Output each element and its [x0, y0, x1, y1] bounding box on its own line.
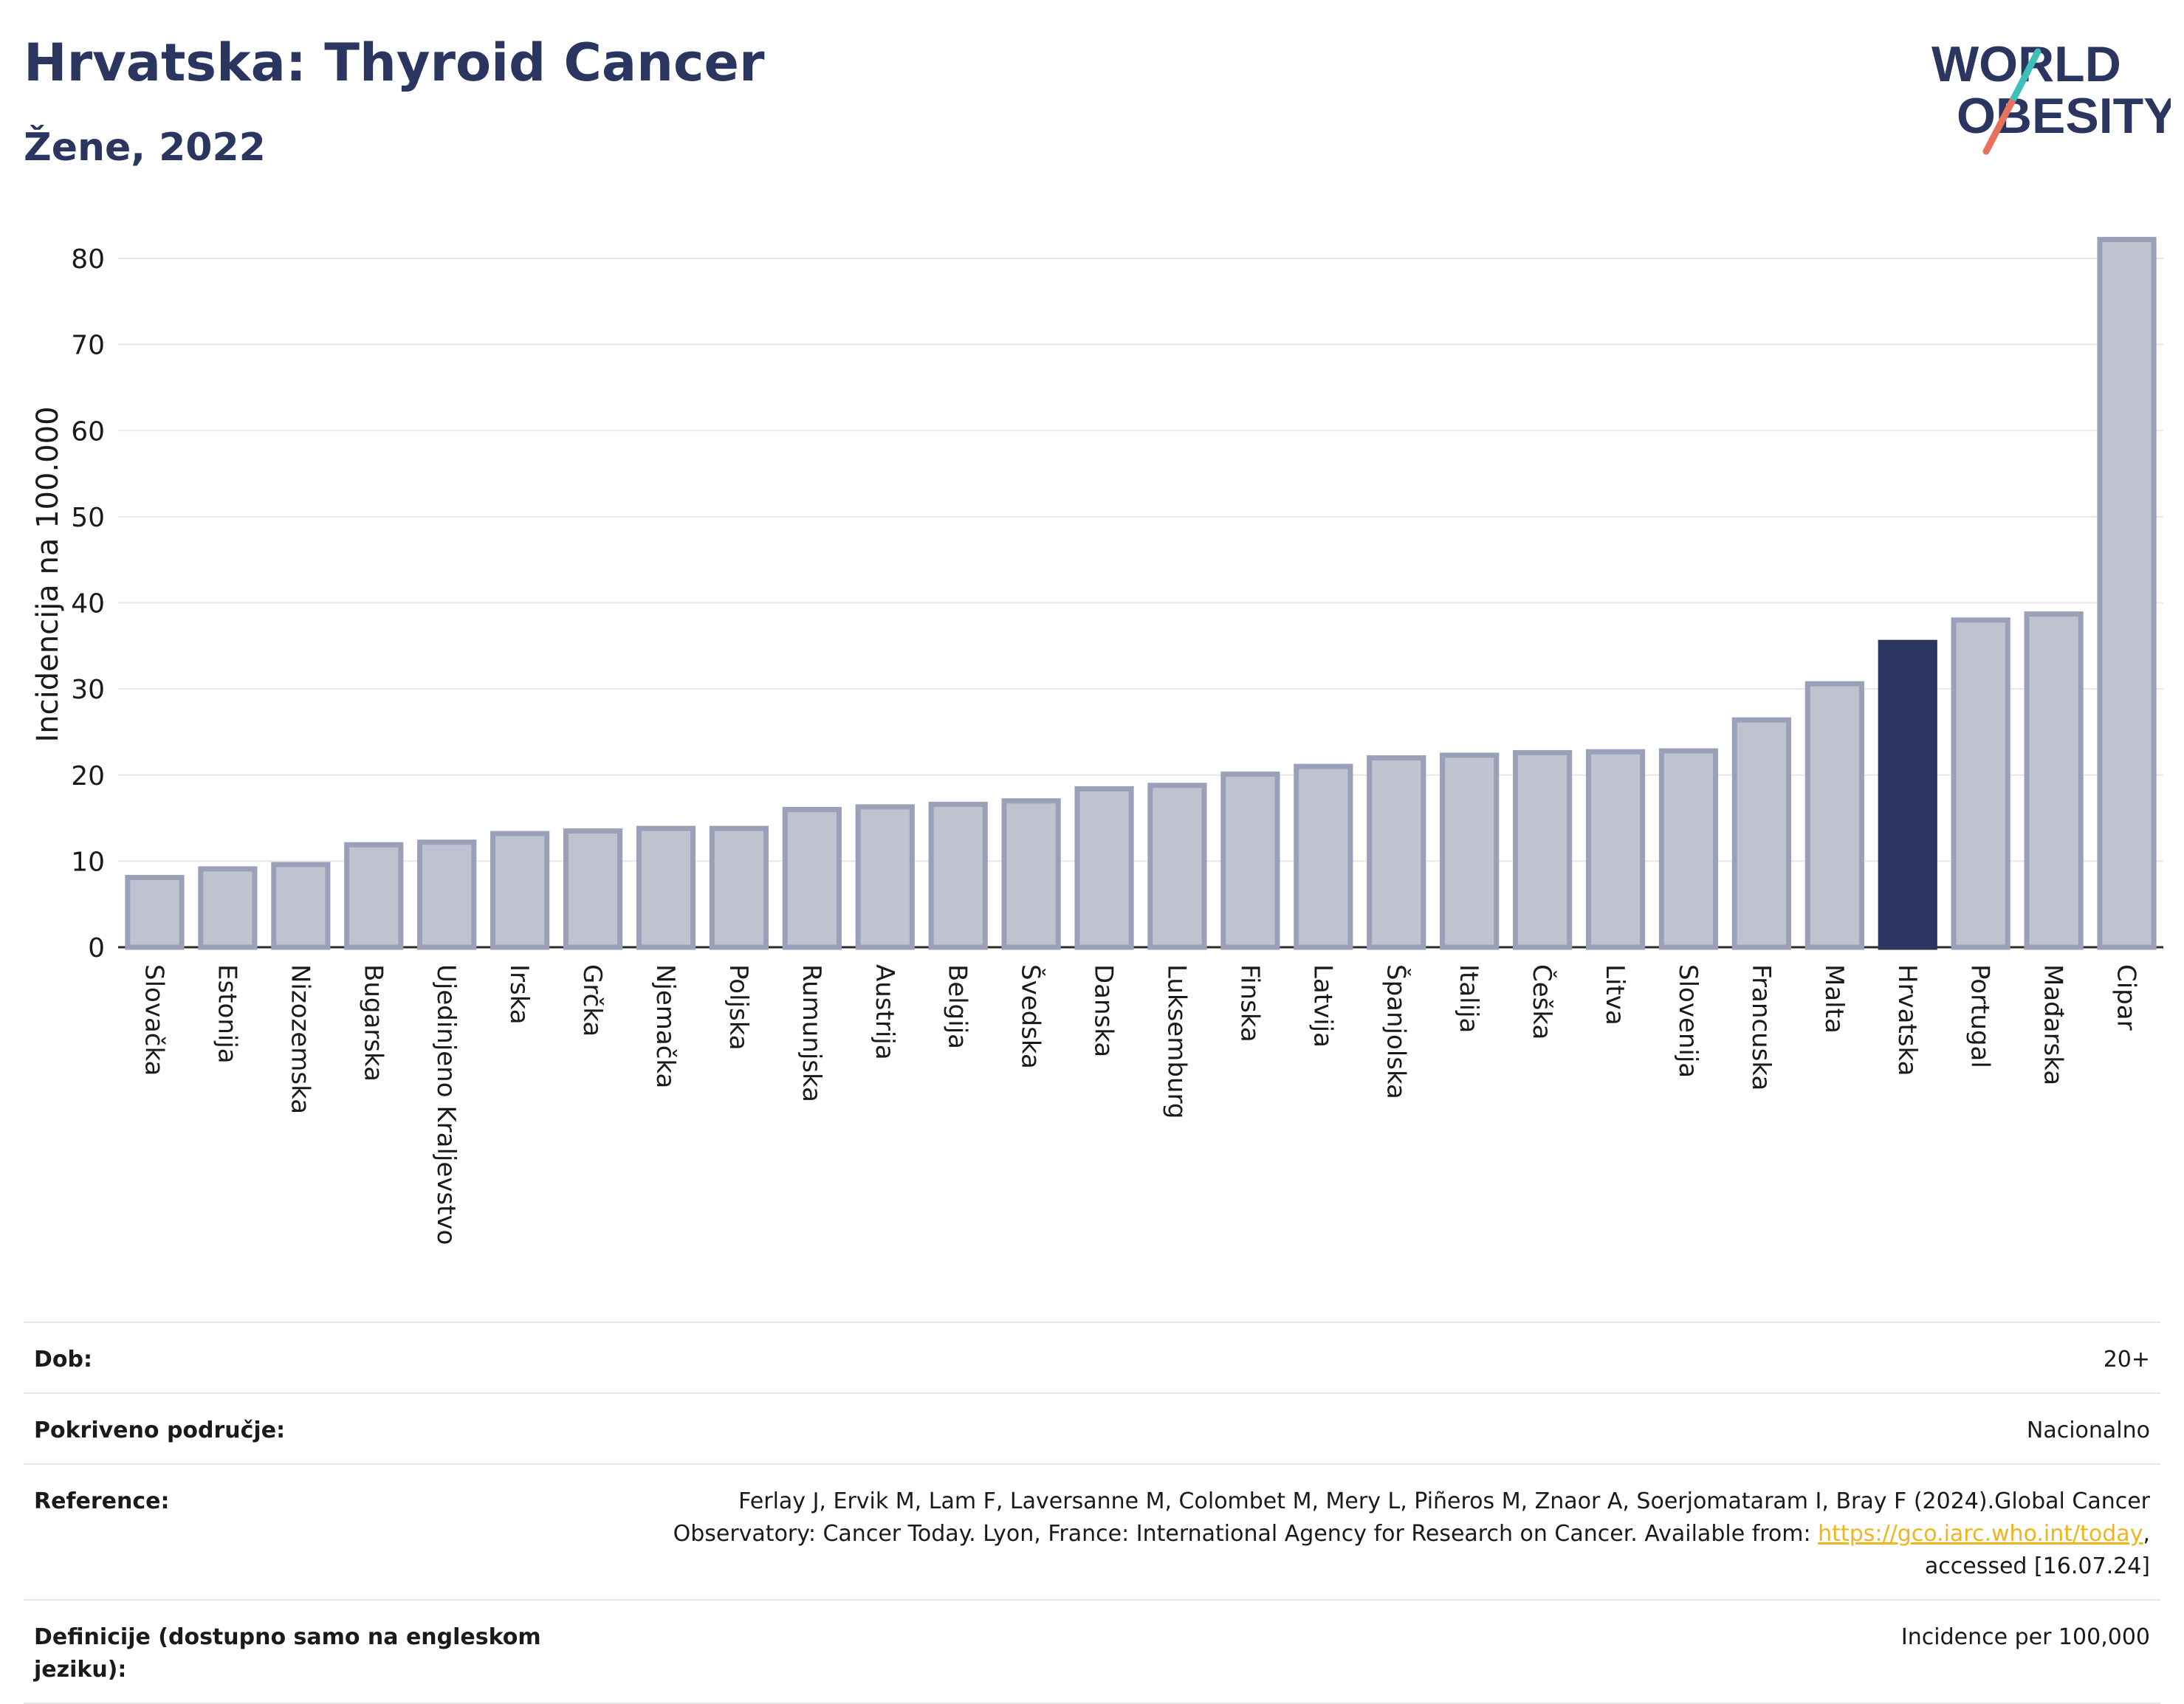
- x-tick-label: Danska: [1089, 964, 1119, 1057]
- bar-5: [490, 831, 550, 950]
- x-tick-label: Njemačka: [650, 964, 680, 1088]
- x-tick-label: Austrija: [870, 964, 899, 1060]
- info-row-definitions: Definicije (dostupno samo na engleskom j…: [24, 1599, 2160, 1704]
- y-tick-label: 60: [71, 416, 105, 447]
- bar-9: [782, 806, 842, 950]
- x-tick-label: Portugal: [1965, 964, 1995, 1068]
- x-tick-label: Grčka: [577, 964, 607, 1037]
- x-tick-label: Italija: [1454, 964, 1483, 1033]
- coverage-label: Pokriveno područje:: [34, 1418, 286, 1443]
- x-tick-label: Luksemburg: [1161, 964, 1191, 1119]
- x-tick-label: Slovačka: [139, 964, 168, 1076]
- y-tick-label: 70: [71, 331, 105, 361]
- info-row-coverage: Pokriveno područje: Nacionalno: [24, 1392, 2160, 1463]
- bar-7: [636, 825, 696, 950]
- bar-15: [1220, 772, 1280, 950]
- bar-19: [1513, 749, 1573, 950]
- bar-2: [271, 862, 331, 950]
- y-tick-label: 10: [71, 847, 105, 877]
- bar-18: [1440, 752, 1500, 950]
- chart-subtitle: Žene, 2022: [24, 126, 266, 170]
- bar-26: [2024, 611, 2084, 950]
- bar-12: [1001, 798, 1061, 950]
- x-tick-label: Latvija: [1308, 964, 1337, 1048]
- definitions-value: Incidence per 100,000: [1900, 1624, 2150, 1650]
- x-tick-label: Malta: [1819, 964, 1849, 1034]
- definitions-label: Definicije (dostupno samo na engleskom j…: [34, 1624, 541, 1683]
- bar-chart: 0 10 20 30 40 50 60 70 80 Slovačka Estonija Nizoze…: [31, 236, 2163, 1245]
- y-axis-label: Incidencija na 100.000: [31, 406, 65, 742]
- x-tick-label: Finska: [1234, 964, 1264, 1042]
- bar-0: [125, 875, 185, 950]
- x-tick-label: Belgija: [943, 964, 972, 1049]
- world-obesity-logo: WORLD OBESITY: [1931, 36, 2171, 155]
- info-row-reference: Reference: Ferlay J, Ervik M, Lam F, Lav…: [24, 1463, 2160, 1599]
- x-tick-label: Poljska: [724, 964, 753, 1051]
- x-tick-label: Ujedinjeno Kraljevstvo: [431, 964, 461, 1245]
- bar-21: [1658, 748, 1719, 950]
- bar-10: [855, 804, 915, 950]
- x-tick-label: Bugarska: [358, 964, 388, 1082]
- x-tick-label: Hrvatska: [1892, 964, 1922, 1076]
- bar-4: [417, 839, 477, 950]
- reference-label: Reference:: [34, 1488, 170, 1514]
- bar-11: [928, 801, 988, 950]
- x-tick-label: Češka: [1527, 964, 1557, 1040]
- bar-1: [198, 866, 258, 950]
- y-tick-label: 80: [71, 244, 105, 275]
- bar-13: [1074, 786, 1134, 950]
- x-tick-label: Francuska: [1746, 964, 1776, 1090]
- bar-25: [1951, 617, 2010, 950]
- bar-16: [1294, 763, 1353, 950]
- age-value: 20+: [2103, 1347, 2150, 1373]
- x-tick-label: Irska: [504, 964, 534, 1025]
- bar-23: [1804, 681, 1864, 950]
- bar-22: [1731, 717, 1791, 950]
- reference-value: Ferlay J, Ervik M, Lam F, Laversanne M, …: [600, 1485, 2150, 1583]
- info-table: Dob: 20+ Pokriveno područje: Nacionalno …: [24, 1322, 2160, 1704]
- x-tick-label: Rumunjska: [797, 964, 826, 1102]
- x-tick-label: Švedska: [1016, 964, 1046, 1069]
- reference-suffix: , accessed [16.07.24]: [1924, 1521, 2150, 1579]
- x-tick-label: Mađarska: [2039, 964, 2068, 1085]
- y-tick-label: 20: [71, 761, 105, 791]
- reference-link[interactable]: https://gco.iarc.who.int/today: [1818, 1521, 2143, 1547]
- info-row-age: Dob: 20+: [24, 1322, 2160, 1392]
- bar-20: [1585, 749, 1646, 950]
- x-tick-label: Nizozemska: [285, 964, 315, 1114]
- bar-24: [1878, 639, 1937, 950]
- x-tick-label: Litva: [1600, 964, 1630, 1026]
- coverage-value: Nacionalno: [2026, 1418, 2150, 1443]
- y-tick-label: 0: [88, 933, 105, 963]
- y-tick-label: 40: [71, 589, 105, 619]
- bar-8: [709, 825, 769, 950]
- x-tick-label: Estonija: [212, 964, 241, 1064]
- chart-title: Hrvatska: Thyroid Cancer: [24, 32, 765, 93]
- y-tick-label: 50: [71, 503, 105, 533]
- logo-word-world: WORLD: [1931, 36, 2121, 92]
- bar-27: [2097, 236, 2157, 950]
- x-tick-label: Cipar: [2112, 964, 2141, 1031]
- bar-14: [1147, 783, 1207, 950]
- bar-3: [344, 842, 404, 950]
- bar-6: [563, 828, 623, 950]
- x-tick-label: Slovenija: [1673, 964, 1703, 1078]
- bar-17: [1367, 755, 1426, 950]
- age-label: Dob:: [34, 1347, 92, 1373]
- x-tick-label: Španjolska: [1381, 964, 1411, 1099]
- reference-text: Ferlay J, Ervik M, Lam F, Laversanne M, …: [673, 1488, 2150, 1547]
- y-tick-label: 30: [71, 675, 105, 705]
